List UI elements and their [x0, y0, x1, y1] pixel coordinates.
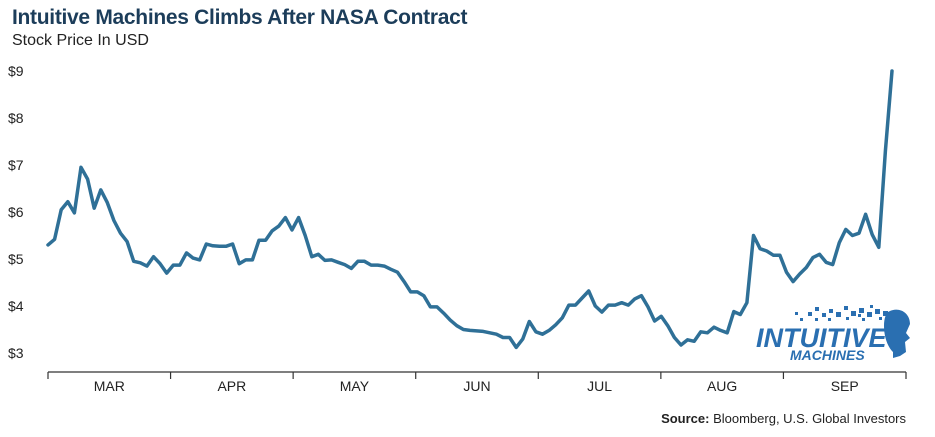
y-axis-labels: $3 $4 $5 $6 $7 $8 $9 — [8, 63, 24, 361]
logo-pixel — [815, 307, 819, 311]
y-tick-label: $7 — [8, 157, 24, 173]
intuitive-machines-logo: INTUITIVE MACHINES — [756, 305, 910, 363]
logo-pixel — [859, 308, 864, 313]
x-axis: MAR APR MAY JUN JUL AUG SEP — [47, 371, 907, 394]
logo-pixel — [795, 312, 798, 315]
logo-face-icon — [884, 309, 910, 358]
logo-line-2: MACHINES — [790, 347, 865, 363]
logo-pixel — [867, 312, 872, 317]
x-tick-label: MAR — [94, 378, 125, 394]
y-tick-label: $4 — [8, 298, 24, 314]
series-line-stock-price — [46, 69, 894, 350]
logo-pixel — [815, 318, 818, 321]
logo-pixel — [870, 305, 873, 308]
logo-pixel — [879, 317, 882, 320]
logo-pixel — [858, 314, 861, 317]
logo-pixel — [836, 312, 841, 317]
source-text: Bloomberg, U.S. Global Investors — [709, 411, 906, 426]
logo-pixel — [862, 318, 865, 321]
source-label: Source: — [661, 411, 710, 426]
logo-pixel — [828, 318, 831, 321]
y-tick-label: $8 — [8, 110, 24, 126]
chart-subtitle: Stock Price In USD — [12, 32, 149, 49]
x-tick-label: JUN — [463, 378, 490, 394]
logo-pixel — [851, 311, 856, 316]
logo-pixel — [800, 318, 803, 321]
logo-pixel — [846, 317, 849, 320]
y-tick-label: $5 — [8, 251, 24, 267]
logo-pixel — [829, 309, 833, 313]
y-tick-label: $3 — [8, 345, 24, 361]
logo-pixel — [822, 313, 826, 317]
logo-pixel — [883, 311, 888, 316]
logo-pixel-pattern — [795, 305, 888, 321]
x-tick-label: AUG — [707, 378, 737, 394]
logo-pixel — [808, 312, 812, 316]
x-tick-label: JUL — [587, 378, 612, 394]
logo-pixel — [844, 306, 848, 310]
source-note: Source: Bloomberg, U.S. Global Investors — [661, 411, 906, 426]
x-tick-label: SEP — [831, 378, 859, 394]
logo-line-1: INTUITIVE — [756, 323, 887, 353]
x-tick-label: APR — [217, 378, 246, 394]
y-tick-label: $6 — [8, 204, 24, 220]
logo-pixel — [875, 309, 880, 314]
chart-title: Intuitive Machines Climbs After NASA Con… — [12, 6, 468, 29]
x-tick-label: MAY — [340, 378, 370, 394]
y-tick-label: $9 — [8, 63, 24, 79]
